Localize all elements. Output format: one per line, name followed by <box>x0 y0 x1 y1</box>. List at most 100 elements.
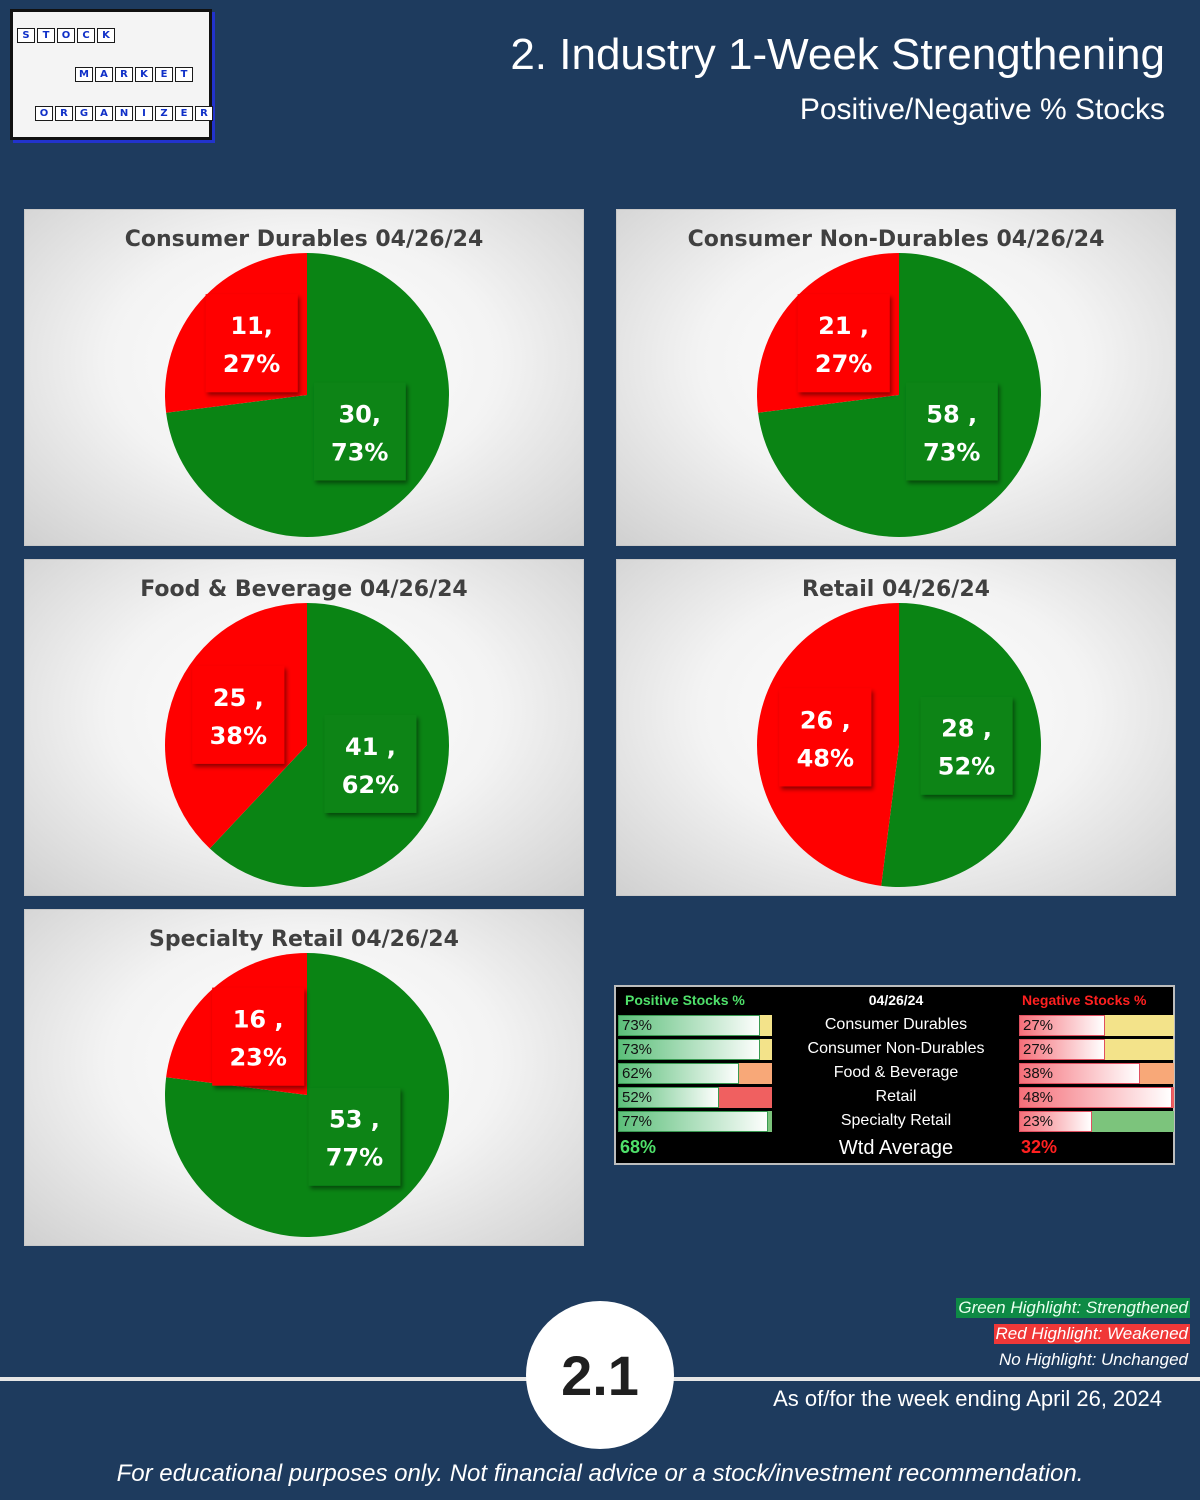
logo-letter: N <box>115 106 133 121</box>
negative-cell: 48% <box>1019 1087 1174 1108</box>
pie-label-negative: 26 , 48% <box>779 688 872 787</box>
positive-cell: 77% <box>618 1111 772 1132</box>
negative-header: Negative Stocks % <box>1022 992 1147 1008</box>
negative-value: 23% <box>1023 1113 1054 1130</box>
date-header: 04/26/24 <box>868 992 924 1008</box>
industry-name: Retail <box>875 1088 917 1105</box>
pie-label-positive: 53 , 77% <box>308 1087 401 1186</box>
logo-letter: Z <box>155 106 173 121</box>
pie-label-count: 58 , <box>926 400 977 428</box>
pie-title: Retail 04/26/24 <box>802 577 990 602</box>
logo-letter: K <box>135 67 153 82</box>
summary-row: 52% Retail 48% <box>616 1086 1174 1109</box>
industry-name: Consumer Non-Durables <box>807 1040 985 1057</box>
logo-letter: O <box>35 106 53 121</box>
pie-title: Consumer Non-Durables 04/26/24 <box>687 227 1105 252</box>
summary-row: 77% Specialty Retail 23% <box>616 1110 1174 1133</box>
legend-green-note: Green Highlight: Strengthened <box>956 1298 1190 1318</box>
logo-letter: R <box>195 106 213 121</box>
avg-negative: 32% <box>1021 1137 1058 1157</box>
industry-name: Food & Beverage <box>833 1064 959 1081</box>
positive-value: 52% <box>622 1089 653 1106</box>
logo-letter: M <box>75 67 93 82</box>
pie-label-percent: 27% <box>815 350 872 378</box>
positive-cell: 52% <box>618 1087 772 1108</box>
page-subtitle: Positive/Negative % Stocks <box>799 93 1165 126</box>
pie-label-percent: 62% <box>342 771 399 799</box>
pie-label-positive: 58 , 73% <box>905 382 998 481</box>
pie-label-count: 25 , <box>213 684 264 712</box>
pie-panel-retail: 28 , 52% 26 , 48% Retail 04/26/24 <box>616 559 1176 896</box>
negative-cell: 38% <box>1019 1063 1174 1084</box>
negative-bar <box>1019 1015 1105 1036</box>
summary-table: Positive Stocks % 04/26/24 Negative Stoc… <box>614 985 1175 1165</box>
pie-label-count: 28 , <box>941 715 992 743</box>
positive-value: 73% <box>622 1017 653 1034</box>
pie-label-count: 41 , <box>345 733 396 761</box>
pie-panel-specialty-retail: 53 , 77% 16 , 23% Specialty Retail 04/26/24 <box>24 909 584 1246</box>
pie-chart: 41 , 62% 25 , 38% <box>165 603 450 887</box>
positive-value: 77% <box>622 1113 653 1130</box>
industry-name: Consumer Durables <box>824 1016 968 1033</box>
logo-letter: R <box>115 67 133 82</box>
pie-label-negative: 25 , 38% <box>192 665 285 764</box>
logo-letter: G <box>75 106 93 121</box>
section-badge: 2.1 <box>526 1301 674 1449</box>
pie-chart: 30,73%11,27% <box>165 253 450 537</box>
avg-label: Wtd Average <box>838 1137 954 1159</box>
avg-positive: 68% <box>620 1137 657 1157</box>
positive-value: 62% <box>622 1065 653 1082</box>
positive-bar <box>618 1087 719 1108</box>
positive-bar <box>618 1039 760 1060</box>
pie-label-percent: 27% <box>223 350 280 378</box>
negative-cell: 27% <box>1019 1039 1174 1060</box>
pie-label-negative: 16 , 23% <box>212 987 305 1086</box>
negative-cell: 23% <box>1019 1111 1174 1132</box>
pie-label-percent: 52% <box>938 753 995 781</box>
legend-red-note: Red Highlight: Weakened <box>993 1324 1190 1344</box>
pie-label-percent: 48% <box>797 744 854 772</box>
positive-bar <box>618 1015 760 1036</box>
positive-cell: 73% <box>618 1015 772 1036</box>
negative-bar <box>1019 1111 1092 1132</box>
positive-cell: 73% <box>618 1039 772 1060</box>
pie-label-count: 26 , <box>800 706 851 734</box>
negative-value: 27% <box>1023 1041 1054 1058</box>
pie-label-positive: 41 , 62% <box>324 714 417 813</box>
pie-chart: 28 , 52% 26 , 48% <box>757 603 1042 887</box>
negative-value: 48% <box>1023 1089 1054 1106</box>
logo-letter: E <box>155 67 173 82</box>
logo-letter: I <box>135 106 153 121</box>
pie-label-count: 30, <box>338 400 381 428</box>
pie-chart: 58 , 73% 21 , 27% <box>757 253 1041 537</box>
pie-label-negative: 21 , 27% <box>797 294 890 393</box>
logo-letter: K <box>97 28 115 43</box>
pie-label-count: 11, <box>230 312 273 340</box>
pie-label-percent: 23% <box>229 1044 286 1072</box>
logo-letter: T <box>175 67 193 82</box>
negative-cell: 27% <box>1019 1015 1174 1036</box>
pie-label-count: 16 , <box>233 1006 284 1034</box>
positive-bar <box>618 1111 768 1132</box>
logo-letter: O <box>57 28 75 43</box>
pie-title: Consumer Durables 04/26/24 <box>124 227 484 252</box>
pie-label-negative: 11,27% <box>205 294 298 393</box>
pie-label-count: 21 , <box>818 312 869 340</box>
page-title: 2. Industry 1-Week Strengthening <box>510 30 1165 79</box>
logo-letter: E <box>175 106 193 121</box>
summary-row: 62% Food & Beverage 38% <box>616 1062 1174 1085</box>
positive-header: Positive Stocks % <box>625 992 745 1008</box>
positive-value: 73% <box>622 1041 653 1058</box>
summary-row: 73% Consumer Non-Durables 27% <box>616 1038 1174 1061</box>
summary-row: 73% Consumer Durables 27% <box>616 1014 1174 1037</box>
negative-value: 38% <box>1023 1065 1054 1082</box>
pie-label-positive: 28 , 52% <box>920 696 1013 795</box>
pie-label-percent: 77% <box>326 1144 383 1172</box>
logo-letter: C <box>77 28 95 43</box>
pie-label-percent: 73% <box>923 438 980 466</box>
disclaimer: For educational purposes only. Not finan… <box>116 1460 1084 1487</box>
pie-title: Specialty Retail 04/26/24 <box>149 927 459 952</box>
